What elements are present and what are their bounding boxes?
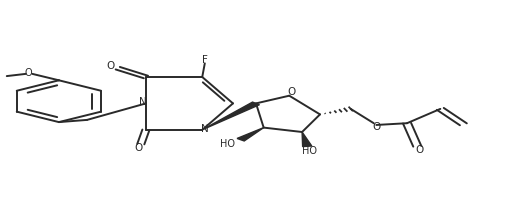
Text: N: N [139, 97, 147, 107]
Text: O: O [288, 87, 296, 97]
Text: O: O [106, 61, 114, 71]
Text: N: N [201, 124, 209, 134]
Text: F: F [202, 55, 208, 65]
Text: O: O [416, 145, 424, 155]
Text: HO: HO [220, 139, 236, 149]
Text: HO: HO [302, 146, 317, 156]
Text: O: O [25, 68, 32, 79]
Polygon shape [202, 102, 260, 130]
Text: O: O [134, 143, 142, 153]
Polygon shape [302, 132, 312, 147]
Polygon shape [237, 128, 264, 141]
Text: O: O [372, 121, 380, 132]
